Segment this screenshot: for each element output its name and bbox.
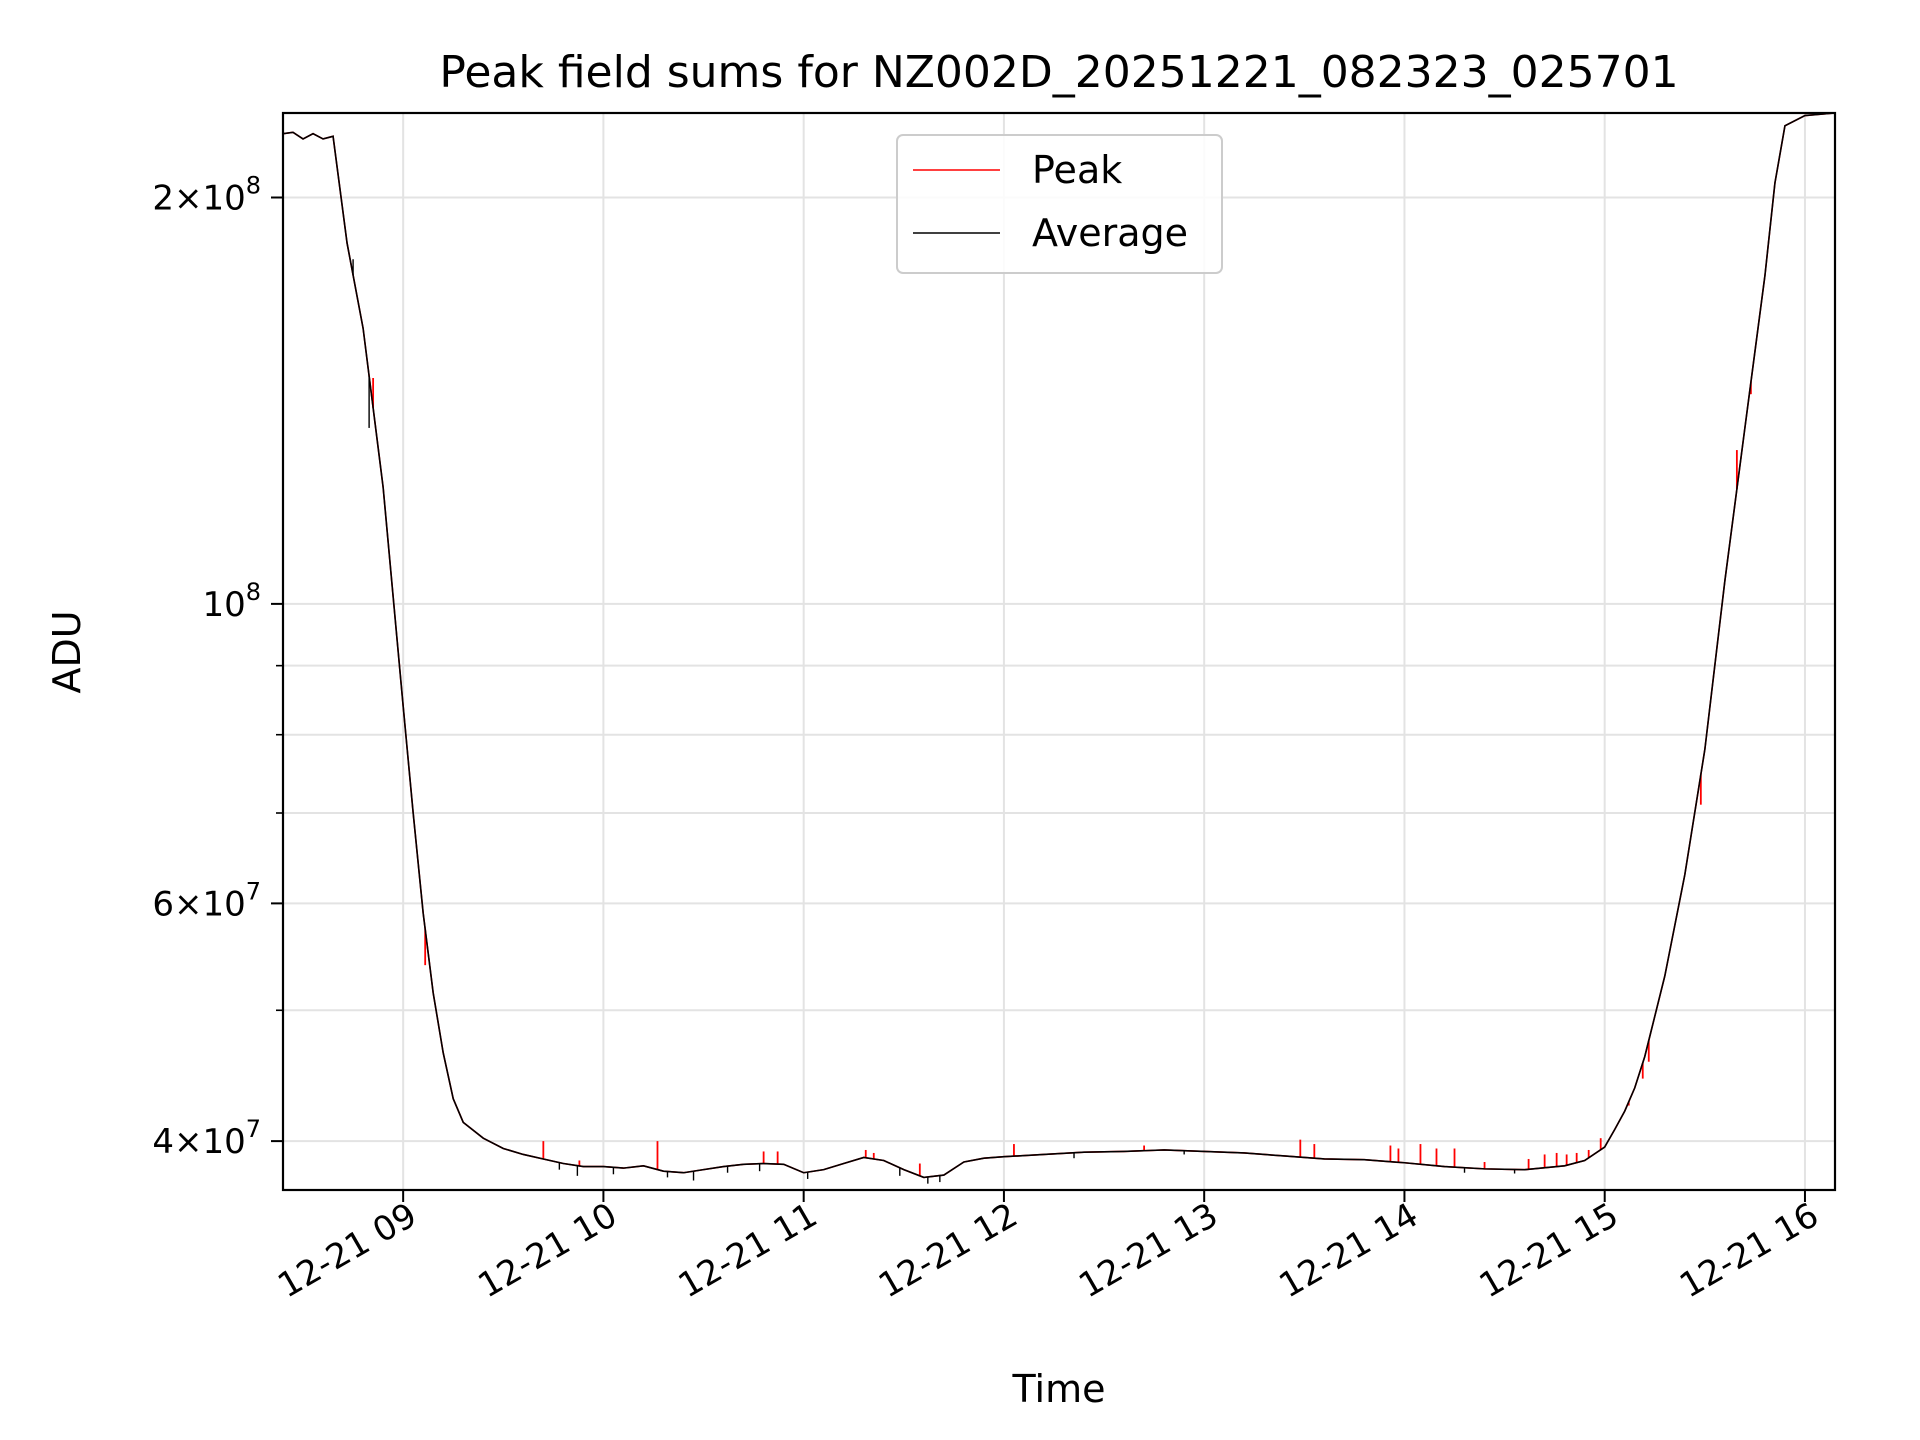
x-axis-label: Time: [1012, 1367, 1106, 1411]
average-series: [282, 112, 1836, 1184]
y-tick-label: 108: [202, 578, 261, 625]
plot-frame: [281, 111, 1837, 1192]
y-axis: 4×107 6×107 108 2×108: [152, 171, 283, 1162]
legend: Peak Average: [896, 134, 1223, 274]
y-tick-label: 4×107: [152, 1115, 261, 1162]
legend-peak-label: Peak: [1032, 148, 1122, 192]
y-tick-label: 6×107: [152, 877, 261, 924]
y-axis-label: ADU: [45, 610, 89, 693]
y-tick-label: 2×108: [152, 171, 261, 218]
chart-title: Peak field sums for NZ002D_20251221_0823…: [439, 47, 1678, 98]
grid-lines: [283, 113, 1835, 1190]
average-line: [282, 112, 1836, 1179]
legend-average-label: Average: [1032, 211, 1188, 255]
